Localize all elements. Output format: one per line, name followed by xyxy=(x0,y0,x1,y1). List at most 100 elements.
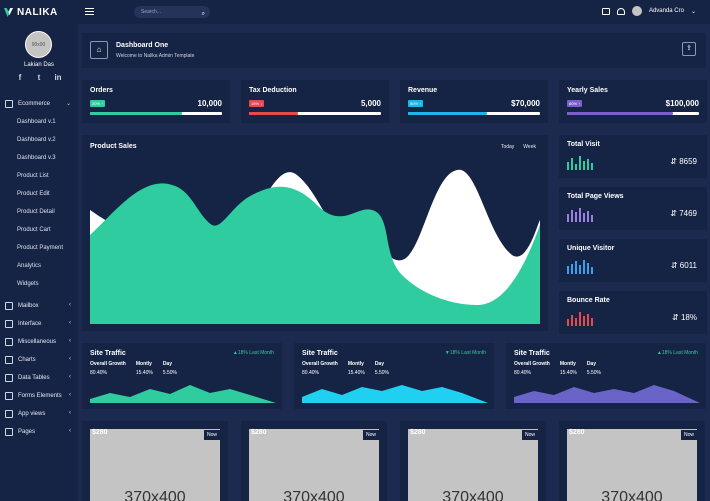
sidebar-item-app-views[interactable]: App views ‹ xyxy=(0,405,78,423)
now-badge: Now xyxy=(521,430,538,440)
avatar[interactable]: 90x90 xyxy=(25,31,52,58)
col-header: Montly xyxy=(347,361,364,367)
linkedin-icon[interactable]: in xyxy=(54,73,62,82)
mini-value-text: 18% xyxy=(680,313,697,322)
product-card-1[interactable]: $280 370x400 Now xyxy=(82,421,228,501)
mini-value-text: 7469 xyxy=(679,209,697,218)
sidebar-item-mailbox[interactable]: Mailbox ‹ xyxy=(0,297,78,315)
image-placeholder: 370x400 xyxy=(124,489,186,501)
product-price: $280 xyxy=(410,429,426,436)
user-menu[interactable]: Advanda Cro xyxy=(648,8,684,14)
product-card-4[interactable]: $280 370x400 Now xyxy=(559,421,705,501)
mini-bar-chart xyxy=(567,208,593,222)
progress-fill xyxy=(249,112,298,115)
product-card-2[interactable]: $280 370x400 Now xyxy=(241,421,387,501)
topbar-actions: Advanda Cro ⌄ xyxy=(601,6,696,16)
traffic-change-text: 18% Last Month xyxy=(237,350,274,356)
mini-bar-chart xyxy=(567,312,593,326)
submenu-product-cart[interactable]: Product Cart xyxy=(17,227,51,233)
mini-title: Total Page Views xyxy=(567,193,624,200)
submenu-product-edit[interactable]: Product Edit xyxy=(17,191,50,197)
progress-bar xyxy=(90,112,222,115)
search-icon[interactable]: ⌕ xyxy=(201,11,205,17)
product-card-3[interactable]: $280 370x400 Now xyxy=(400,421,546,501)
col-header: Day xyxy=(374,361,384,367)
mini-bar-chart xyxy=(567,260,593,274)
search-input[interactable]: Search... ⌕ xyxy=(134,6,210,18)
stat-value: $100,000 xyxy=(665,99,699,108)
sidebar-item-data-tables[interactable]: Data Tables ‹ xyxy=(0,369,78,387)
submenu-dashboard-v3[interactable]: Dashboard v.3 xyxy=(17,155,56,161)
tab-today[interactable]: Today xyxy=(500,144,515,150)
col-header: Montly xyxy=(559,361,576,367)
chevron-down-icon[interactable]: ⌄ xyxy=(690,8,696,15)
col-header: Day xyxy=(162,361,172,367)
chevron-left-icon: ‹ xyxy=(69,410,71,416)
submenu-dashboard-v1[interactable]: Dashboard v.1 xyxy=(17,119,56,125)
twitter-icon[interactable]: t xyxy=(37,73,41,82)
sidebar-item-charts[interactable]: Charts ‹ xyxy=(0,351,78,369)
mini-title: Bounce Rate xyxy=(567,297,610,304)
sidebar-item-interface[interactable]: Interface ‹ xyxy=(0,315,78,333)
mail-icon[interactable] xyxy=(601,7,610,15)
traffic-card-1: Site Traffic ▲18% Last Month Overall Gro… xyxy=(82,343,282,409)
progress-fill xyxy=(408,112,488,115)
progress-bar xyxy=(567,112,699,115)
page-subtitle: Welcome to Nalika Admin Template xyxy=(116,53,195,59)
stat-value: $70,000 xyxy=(511,99,540,108)
chevron-left-icon: ‹ xyxy=(69,428,71,434)
col-value: 5.50% xyxy=(162,370,177,376)
export-button[interactable]: ⇪ xyxy=(682,42,696,56)
col-value: 80.40% xyxy=(90,370,107,376)
stat-badge: 80% ↑ xyxy=(567,100,583,107)
product-price: $280 xyxy=(569,429,585,436)
mini-value-text: 8659 xyxy=(679,157,697,166)
mini-value: ⇵ 8659 xyxy=(670,157,697,166)
progress-fill xyxy=(90,112,183,115)
chevron-left-icon: ‹ xyxy=(69,374,71,380)
green-area xyxy=(90,183,540,324)
traffic-card-2: Site Traffic ▼18% Last Month Overall Gro… xyxy=(294,343,494,409)
traffic-change: ▼18% Last Month xyxy=(444,350,486,356)
now-badge: Now xyxy=(362,430,379,440)
sidebar-item-label: Forms Elements xyxy=(18,393,62,399)
user-avatar[interactable] xyxy=(631,6,642,16)
home-icon[interactable]: ⌂ xyxy=(90,41,108,59)
user-name: Lakian Das xyxy=(23,62,55,68)
chevron-left-icon: ‹ xyxy=(69,356,71,362)
sidebar: NALIKA 90x90 Lakian Das f t in Ecommerce… xyxy=(0,0,78,501)
mini-stat-bounce-rate: Bounce Rate ⇵ 18% xyxy=(559,291,707,334)
submenu-product-list[interactable]: Product List xyxy=(17,173,49,179)
mini-stat-unique-visitor: Unique Visitor ⇵ 6011 xyxy=(559,239,707,282)
image-placeholder: 370x400 xyxy=(601,489,663,501)
menu-toggle-icon[interactable] xyxy=(85,8,94,15)
stat-title: Revenue xyxy=(408,87,438,94)
facebook-icon[interactable]: f xyxy=(18,73,22,82)
sidebar-item-pages[interactable]: Pages ‹ xyxy=(0,423,78,441)
col-value: 80.40% xyxy=(302,370,319,376)
product-image: $280 370x400 xyxy=(567,429,697,501)
submenu-product-payment[interactable]: Product Payment xyxy=(17,245,64,251)
sidebar-item-forms-elements[interactable]: Forms Elements ‹ xyxy=(0,387,78,405)
tab-week[interactable]: Week xyxy=(523,144,536,150)
col-header: Montly xyxy=(135,361,152,367)
sidebar-item-ecommerce[interactable]: Ecommerce ⌄ xyxy=(0,95,78,113)
card-title: Product Sales xyxy=(90,143,137,150)
submenu-dashboard-v2[interactable]: Dashboard v.2 xyxy=(17,137,56,143)
submenu-widgets[interactable]: Widgets xyxy=(17,281,39,287)
bell-icon[interactable] xyxy=(616,7,625,15)
col-header: Overall Growth xyxy=(514,361,550,367)
brand[interactable]: NALIKA xyxy=(4,5,58,19)
home-icon xyxy=(5,100,13,108)
submenu-product-detail[interactable]: Product Detail xyxy=(17,209,55,215)
stat-card-orders: Orders 20% ↑ 10,000 xyxy=(82,80,230,123)
sidebar-item-miscellaneous[interactable]: Miscellaneous ‹ xyxy=(0,333,78,351)
traffic-change: ▲18% Last Month xyxy=(232,350,274,356)
chevron-left-icon: ‹ xyxy=(69,392,71,398)
col-value: 15.40% xyxy=(347,370,365,376)
stat-value: 5,000 xyxy=(360,99,381,108)
sidebar-item-label: Ecommerce xyxy=(18,101,51,107)
page-header: ⌂ Dashboard One Welcome to Nalika Admin … xyxy=(82,33,706,68)
submenu-analytics[interactable]: Analytics xyxy=(17,263,42,269)
stat-badge: 50% ↑ xyxy=(408,100,424,107)
